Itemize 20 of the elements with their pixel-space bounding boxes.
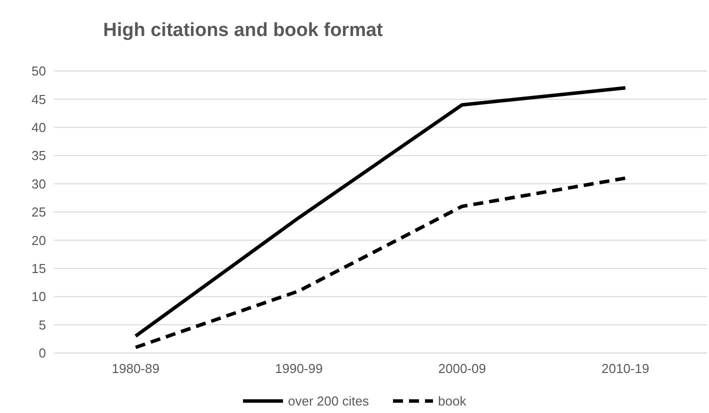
line-series [134,176,628,350]
y-tick-label: 0 [38,346,46,361]
legend-label: over 200 cites [288,394,370,409]
y-tick-label: 30 [32,176,46,192]
y-tick-label: 10 [32,289,46,304]
y-tick-label: 35 [32,148,46,164]
y-tick-label: 20 [32,232,46,248]
x-tick-label: 1980-89 [112,361,160,376]
legend-label: book [438,394,467,409]
y-tick-label: 50 [32,64,46,79]
line-series [134,86,628,338]
x-tick-label: 2010-19 [602,361,650,376]
chart-title: High citations and book format [103,20,384,41]
x-tick-label: 2000-09 [438,361,486,376]
x-tick-label: 1990-99 [275,361,323,376]
y-tick-label: 40 [32,120,46,135]
y-tick-label: 15 [32,260,46,276]
y-tick-label: 25 [32,204,46,220]
y-tick-label: 45 [32,92,46,107]
y-tick-label: 5 [38,317,46,332]
